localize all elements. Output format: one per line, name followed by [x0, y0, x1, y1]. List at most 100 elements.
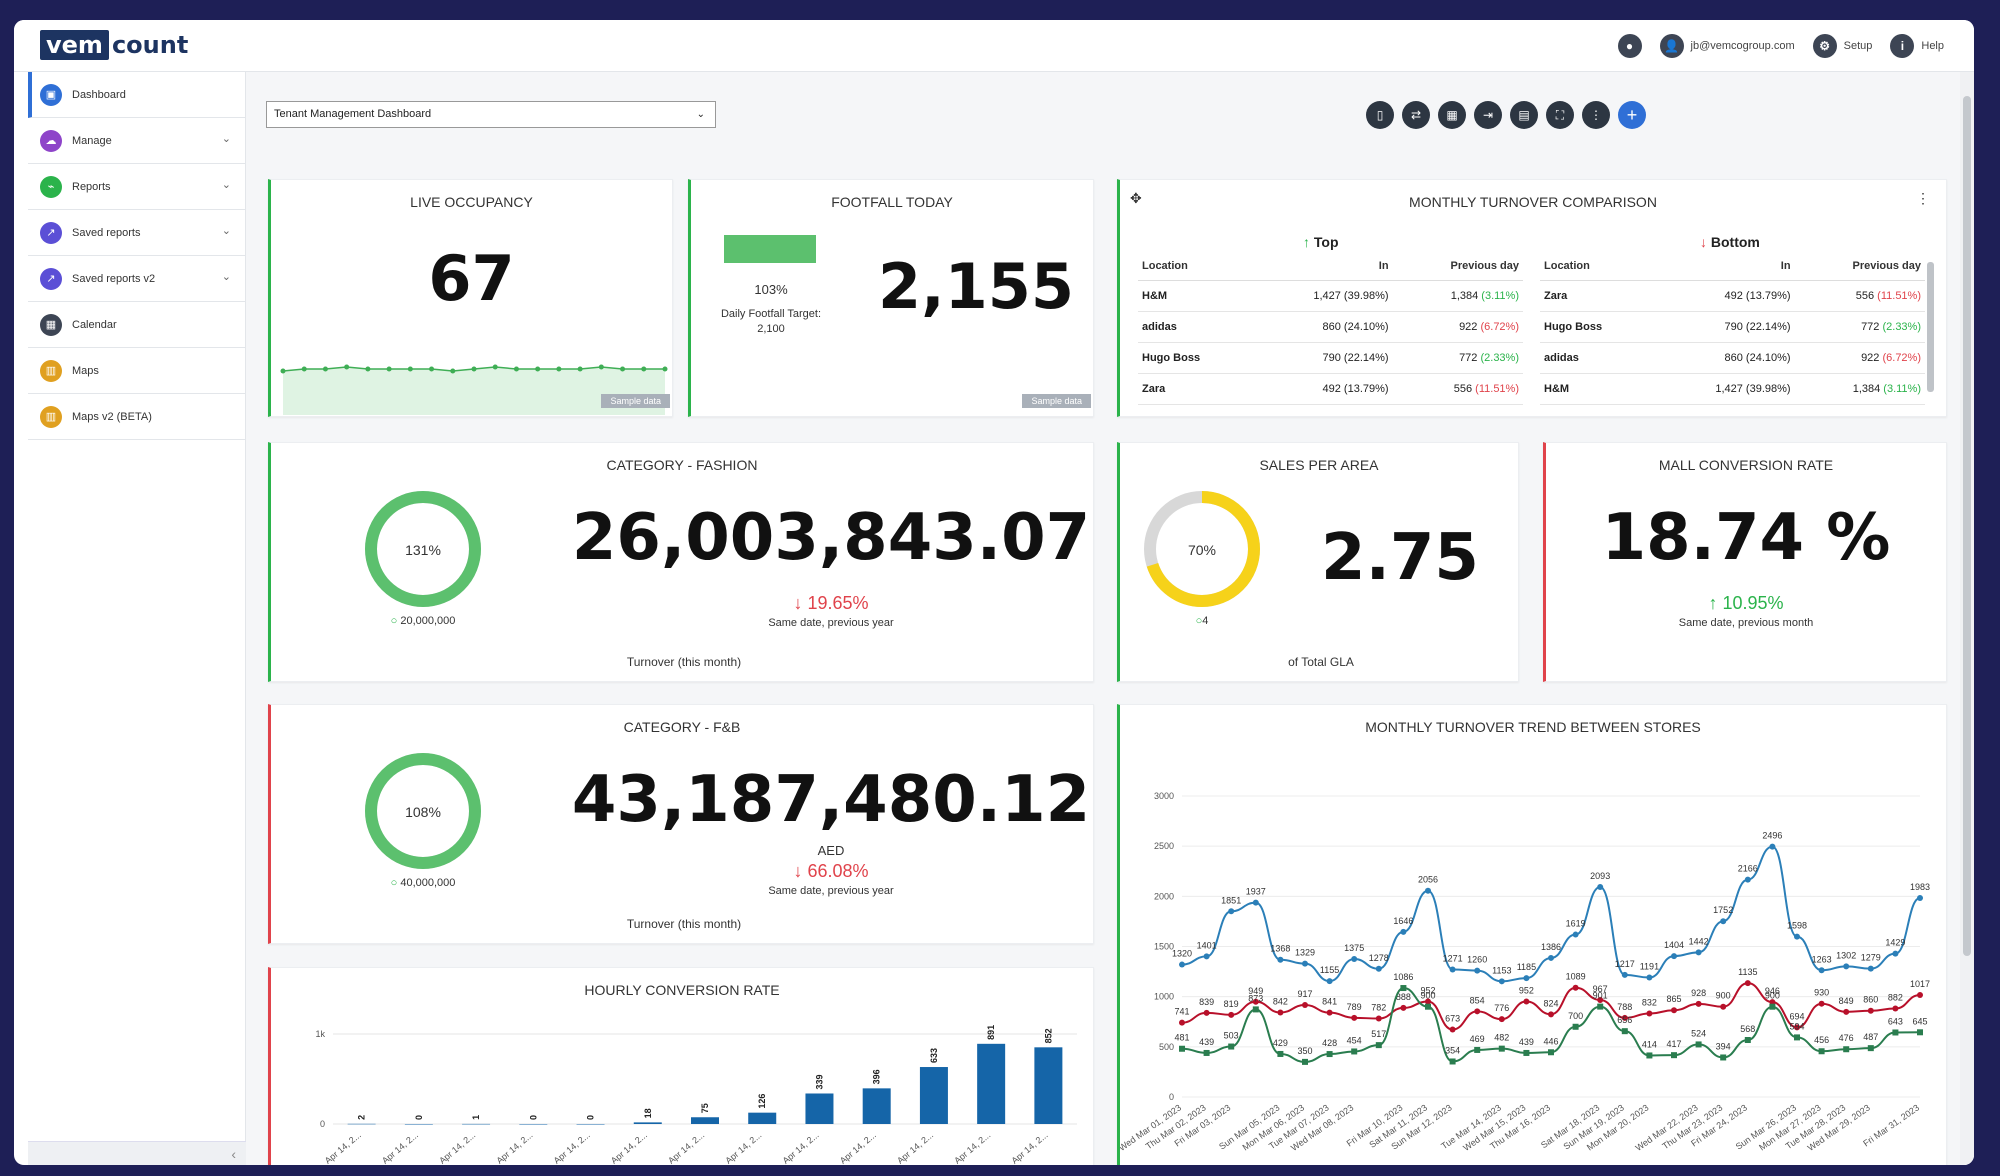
y-tick-label: 2000 — [1154, 891, 1174, 901]
series-point — [1203, 1049, 1210, 1056]
card-title: MONTHLY TURNOVER COMPARISON — [1409, 194, 1657, 210]
series-line — [1181, 845, 1921, 983]
previous-day-pct: (2.33%) — [1477, 351, 1519, 364]
bar-data-label: 75 — [700, 1103, 710, 1113]
sparkline-point — [322, 366, 328, 372]
series-point — [1720, 918, 1727, 925]
point-data-label: 482 — [1494, 1033, 1509, 1043]
card-title: CATEGORY - FASHION — [606, 457, 758, 473]
sales-footer: of Total GLA — [1288, 655, 1354, 669]
sidebar-item-manage[interactable]: ☁ Manage ⌄ — [28, 118, 245, 164]
chevron-down-icon[interactable]: ⌄ — [221, 271, 231, 283]
series-point — [1375, 965, 1382, 972]
more-icon[interactable]: ⋮ — [1582, 101, 1610, 129]
sparkline-point — [365, 366, 371, 372]
sidebar-item-label: Manage — [72, 134, 112, 147]
document-icon[interactable]: ▤ — [1510, 101, 1538, 129]
series-point — [1277, 1009, 1284, 1016]
status-icon[interactable]: ● — [1617, 34, 1642, 58]
sidebar-item-maps[interactable]: ▥ Maps — [28, 348, 245, 394]
chevron-down-icon[interactable]: ⌄ — [221, 179, 231, 191]
vemcount-logo[interactable]: vem count — [40, 30, 188, 60]
point-data-label: 1375 — [1344, 943, 1364, 953]
sidebar: ▣ Dashboard ☁ Manage ⌄ ⌁ Reports ⌄ ↗ Sav… — [28, 72, 246, 1165]
setup-button[interactable]: ⚙ Setup — [1812, 34, 1872, 58]
series-point — [1892, 1005, 1899, 1012]
sidebar-item-saved-reports[interactable]: ↗ Saved reports ⌄ — [28, 210, 245, 256]
mall-conversion-delta: ↑ 10.95% — [1546, 593, 1946, 614]
point-data-label: 568 — [1740, 1024, 1755, 1034]
point-data-label: 900 — [1716, 991, 1731, 1001]
more-icon[interactable]: ⋮ — [1916, 190, 1930, 206]
series-point — [1400, 1004, 1407, 1011]
series-point — [1597, 996, 1604, 1003]
x-tick-label: Apr 14, 2... — [895, 1130, 935, 1165]
dashboard-select[interactable]: Tenant Management Dashboard ⌄ — [266, 101, 716, 128]
bar-data-label: 633 — [929, 1048, 939, 1063]
calendar-icon: ▦ — [40, 313, 62, 336]
fashion-ring — [365, 491, 481, 607]
x-tick-label: Apr 14, 2... — [380, 1130, 420, 1165]
sidebar-item-dashboard[interactable]: ▣ Dashboard — [28, 72, 245, 118]
bar-data-label: 2 — [357, 1115, 367, 1120]
user-menu[interactable]: 👤 jb@vemcogroup.com — [1659, 34, 1795, 58]
bar-data-label: 0 — [414, 1115, 424, 1120]
fullscreen-icon[interactable]: ⛶ — [1546, 101, 1574, 129]
point-data-label: 645 — [1912, 1016, 1927, 1026]
sidebar-item-maps-v2[interactable]: ▥ Maps v2 (BETA) — [28, 394, 245, 440]
move-icon[interactable]: ✥ — [1130, 190, 1142, 206]
page-scrollbar[interactable] — [1960, 72, 1974, 1165]
bar-data-label: 852 — [1043, 1028, 1053, 1043]
previous-day-cell: 922 (6.72%) — [1392, 311, 1523, 343]
series-point — [1351, 1014, 1358, 1021]
sidebar-item-saved-reports-v2[interactable]: ↗ Saved reports v2 ⌄ — [28, 256, 245, 302]
sidebar-item-calendar[interactable]: ▦ Calendar — [28, 302, 245, 348]
export-icon[interactable]: ⇥ — [1474, 101, 1502, 129]
copy-icon[interactable]: ▯ — [1366, 101, 1394, 129]
previous-day-pct: (11.51%) — [1472, 382, 1519, 395]
logo-vem: vem — [40, 30, 109, 60]
point-data-label: 1302 — [1836, 950, 1856, 960]
series-point — [1302, 1058, 1308, 1065]
sales-per-area-card: SALES PER AREA 70% ○4 2.75 of Total GLA — [1117, 442, 1519, 682]
sales-ring — [1144, 491, 1260, 607]
calendar-icon[interactable]: ▦ — [1438, 101, 1466, 129]
series-point — [1523, 975, 1530, 982]
point-data-label: 1279 — [1861, 953, 1881, 963]
previous-day-pct: (6.72%) — [1879, 351, 1921, 364]
bar — [576, 1124, 605, 1125]
table-row: Zara 492 (13.79%) 556 (11.51%) — [1540, 280, 1925, 312]
column-header: Previous day — [1794, 252, 1925, 281]
series-point — [1671, 953, 1677, 960]
mall-conversion-card: MALL CONVERSION RATE 18.74 % ↑ 10.95% Sa… — [1543, 442, 1947, 682]
sidebar-item-reports[interactable]: ⌁ Reports ⌄ — [28, 164, 245, 210]
swap-icon[interactable]: ⇄ — [1402, 101, 1430, 129]
chevron-down-icon[interactable]: ⌄ — [221, 225, 231, 237]
series-point — [1449, 1026, 1456, 1033]
series-point — [1449, 1058, 1456, 1065]
help-button[interactable]: i Help — [1890, 34, 1944, 58]
point-data-label: 888 — [1396, 992, 1411, 1002]
x-tick-label: Apr 14, 2... — [838, 1130, 878, 1165]
sidebar-item-label: Reports — [72, 180, 111, 193]
previous-day-pct: (6.72%) — [1477, 320, 1519, 333]
footfall-today-card: FOOTFALL TODAY 103% Daily Footfall Targe… — [688, 179, 1094, 417]
mall-conversion-value: 18.74 % — [1601, 501, 1891, 575]
location-cell: Zara — [1138, 373, 1251, 405]
previous-day-cell: 1,384 (3.11%) — [1392, 280, 1523, 312]
series-point — [1867, 965, 1874, 972]
series-point — [1425, 998, 1431, 1005]
collapse-sidebar-button[interactable]: ‹ — [28, 1141, 246, 1165]
category-fnb-card: CATEGORY - F&B 108% ○ 40,000,000 43,187,… — [268, 704, 1094, 944]
point-data-label: 1135 — [1738, 967, 1757, 977]
mall-conversion-delta-value: 10.95% — [1722, 593, 1784, 613]
add-widget-button[interactable]: + — [1618, 101, 1646, 129]
series-point — [1498, 1016, 1505, 1023]
chevron-down-icon[interactable]: ⌄ — [221, 133, 231, 145]
bar-data-label: 891 — [986, 1025, 996, 1040]
table-row: Zara 492 (13.79%) 556 (11.51%) — [1138, 373, 1523, 405]
sales-target-value: 4 — [1202, 615, 1209, 627]
series-point — [1252, 998, 1259, 1005]
point-data-label: 700 — [1568, 1011, 1583, 1021]
table-scrollbar[interactable] — [1927, 242, 1934, 392]
